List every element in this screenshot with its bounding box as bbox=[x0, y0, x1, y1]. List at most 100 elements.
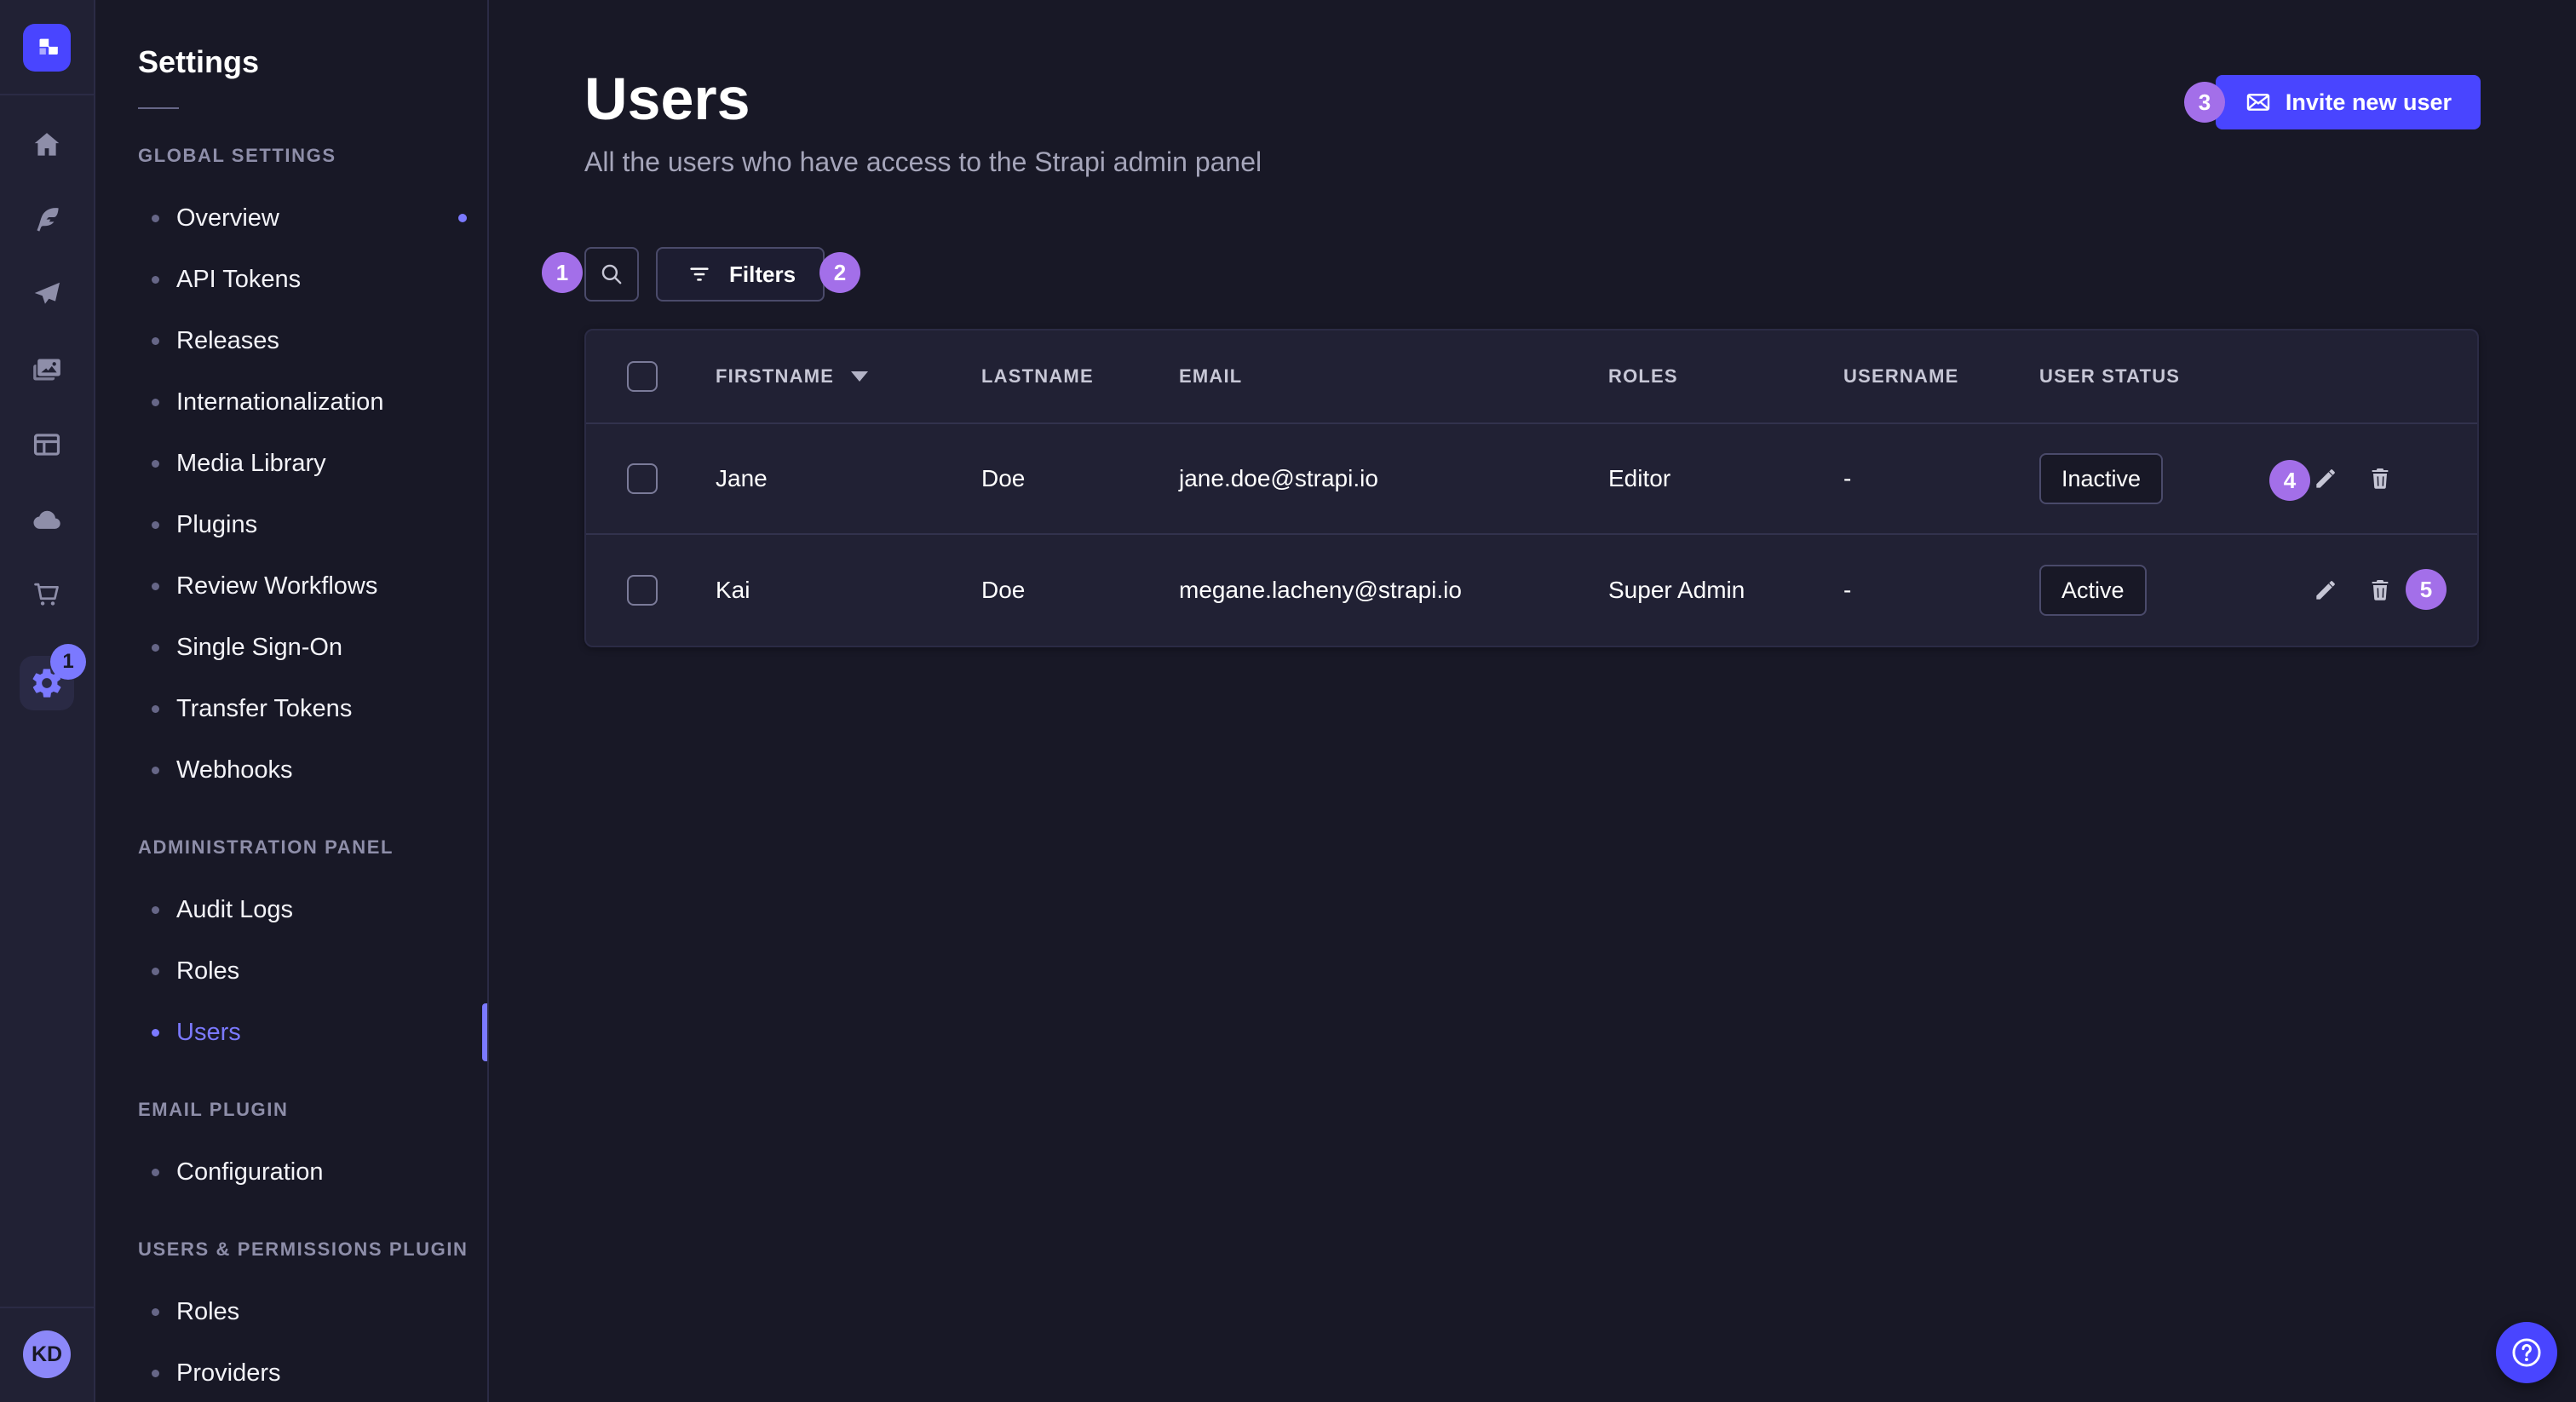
rail-nav bbox=[25, 95, 69, 632]
trash-icon bbox=[2372, 468, 2389, 489]
sidebar-item-admin-roles[interactable]: Roles bbox=[95, 940, 487, 1002]
sort-caret-icon bbox=[851, 371, 869, 382]
sidebar-item-review-workflows[interactable]: Review Workflows bbox=[95, 555, 487, 617]
row-checkbox[interactable] bbox=[627, 463, 658, 494]
sidebar-item-api-tokens[interactable]: API Tokens bbox=[95, 249, 487, 310]
cell-email: jane.doe@strapi.io bbox=[1179, 465, 1378, 491]
annotation-badge-5: 5 bbox=[2406, 569, 2447, 610]
annotation-badge-3: 3 bbox=[2184, 82, 2225, 123]
cell-email: megane.lacheny@strapi.io bbox=[1179, 577, 1462, 603]
user-avatar[interactable]: KD bbox=[23, 1330, 71, 1378]
sidebar-item-up-roles[interactable]: Roles bbox=[95, 1281, 487, 1342]
bullet-icon bbox=[152, 704, 159, 713]
sidebar-item-audit-logs[interactable]: Audit Logs bbox=[95, 879, 487, 940]
sidebar-item-users[interactable]: Users bbox=[95, 1002, 487, 1063]
status-badge: Inactive bbox=[2039, 453, 2164, 504]
column-header-email[interactable]: EMAIL bbox=[1179, 365, 1243, 387]
cell-lastname: Doe bbox=[981, 577, 1026, 603]
column-header-lastname[interactable]: LASTNAME bbox=[981, 365, 1094, 387]
filters-button[interactable]: Filters bbox=[656, 247, 825, 302]
column-header-firstname[interactable]: FIRSTNAME bbox=[716, 365, 981, 388]
column-header-user-status[interactable]: USER STATUS bbox=[2039, 365, 2181, 387]
edit-user-button[interactable] bbox=[2312, 465, 2339, 492]
strapi-logo-icon bbox=[39, 38, 58, 55]
search-icon bbox=[601, 264, 622, 284]
global-settings-list: Overview API Tokens Releases Internation… bbox=[95, 187, 487, 801]
home-icon[interactable] bbox=[25, 123, 69, 167]
layout-icon[interactable] bbox=[25, 422, 69, 467]
bullet-icon bbox=[152, 520, 159, 529]
sidebar-item-single-sign-on[interactable]: Single Sign-On bbox=[95, 617, 487, 678]
row-actions bbox=[2312, 465, 2436, 492]
cell-roles: Super Admin bbox=[1608, 577, 1745, 603]
bullet-icon bbox=[152, 582, 159, 590]
sidebar-item-configuration[interactable]: Configuration bbox=[95, 1141, 487, 1203]
sidebar-item-transfer-tokens[interactable]: Transfer Tokens bbox=[95, 678, 487, 739]
status-badge: Active bbox=[2039, 565, 2147, 616]
envelope-icon bbox=[2246, 94, 2270, 111]
rail-divider-bottom bbox=[0, 1307, 95, 1308]
sidebar-item-internationalization[interactable]: Internationalization bbox=[95, 371, 487, 433]
row-actions bbox=[2312, 577, 2436, 604]
table-toolbar: Filters bbox=[584, 247, 2481, 302]
media-library-icon[interactable] bbox=[25, 348, 69, 392]
cloud-icon[interactable] bbox=[25, 497, 69, 542]
cell-username: - bbox=[1843, 577, 1852, 603]
annotation-badge-1: 1 bbox=[542, 252, 583, 293]
bullet-icon bbox=[152, 643, 159, 652]
users-table-card: FIRSTNAME LASTNAME EMAIL ROLES USERNAME … bbox=[584, 329, 2479, 647]
sidebar-title: Settings bbox=[138, 44, 260, 79]
page-header: Users All the users who have access to t… bbox=[584, 0, 2481, 181]
settings-nav-button[interactable]: 1 bbox=[20, 644, 86, 710]
settings-notification-badge: 1 bbox=[50, 644, 86, 680]
search-button[interactable] bbox=[584, 247, 639, 302]
question-mark-icon bbox=[2512, 1338, 2541, 1367]
page-subtitle: All the users who have access to the Str… bbox=[584, 147, 1262, 177]
table-row[interactable]: Jane Doe jane.doe@strapi.io Editor - Ina… bbox=[586, 424, 2477, 535]
pencil-icon bbox=[2316, 469, 2335, 488]
section-header-global-settings: GLOBAL SETTINGS bbox=[138, 145, 336, 166]
help-button[interactable] bbox=[2496, 1322, 2557, 1383]
cart-icon[interactable] bbox=[25, 572, 69, 617]
select-all-checkbox[interactable] bbox=[627, 361, 658, 392]
column-header-username[interactable]: USERNAME bbox=[1843, 365, 1959, 387]
bullet-icon bbox=[152, 1369, 159, 1377]
feather-icon[interactable] bbox=[25, 198, 69, 242]
sidebar-item-releases[interactable]: Releases bbox=[95, 310, 487, 371]
cell-lastname: Doe bbox=[981, 465, 1026, 491]
sidebar-item-webhooks[interactable]: Webhooks bbox=[95, 739, 487, 801]
sidebar-item-media-library[interactable]: Media Library bbox=[95, 433, 487, 494]
table-header-row: FIRSTNAME LASTNAME EMAIL ROLES USERNAME … bbox=[586, 330, 2477, 424]
bullet-icon bbox=[152, 275, 159, 284]
strapi-logo[interactable] bbox=[23, 24, 71, 72]
invite-new-user-button[interactable]: Invite new user bbox=[2215, 75, 2481, 129]
paper-plane-icon[interactable] bbox=[25, 273, 69, 317]
email-plugin-list: Configuration bbox=[95, 1141, 487, 1203]
sidebar-item-overview[interactable]: Overview bbox=[95, 187, 487, 249]
bullet-icon bbox=[152, 1028, 159, 1037]
cell-firstname: Jane bbox=[716, 465, 768, 491]
sidebar-item-plugins[interactable]: Plugins bbox=[95, 494, 487, 555]
notification-dot-icon bbox=[458, 214, 467, 222]
table-row[interactable]: Kai Doe megane.lacheny@strapi.io Super A… bbox=[586, 535, 2477, 646]
cell-username: - bbox=[1843, 465, 1852, 491]
section-header-administration-panel: ADMINISTRATION PANEL bbox=[138, 836, 394, 858]
bullet-icon bbox=[152, 905, 159, 914]
cell-firstname: Kai bbox=[716, 577, 750, 603]
edit-user-button[interactable] bbox=[2312, 577, 2339, 604]
users-permissions-list: Roles Providers bbox=[95, 1281, 487, 1402]
annotation-badge-4: 4 bbox=[2269, 460, 2310, 501]
delete-user-button[interactable] bbox=[2366, 577, 2394, 604]
annotation-badge-2: 2 bbox=[819, 252, 860, 293]
section-header-users-permissions-plugin: USERS & PERMISSIONS PLUGIN bbox=[138, 1238, 469, 1260]
bullet-icon bbox=[152, 967, 159, 975]
row-checkbox[interactable] bbox=[627, 575, 658, 606]
filter-lines-icon bbox=[690, 267, 709, 281]
column-header-roles[interactable]: ROLES bbox=[1608, 365, 1678, 387]
bullet-icon bbox=[152, 766, 159, 774]
bullet-icon bbox=[152, 214, 159, 222]
main-content: Users All the users who have access to t… bbox=[489, 0, 2576, 1402]
delete-user-button[interactable] bbox=[2366, 465, 2394, 492]
sidebar-item-providers[interactable]: Providers bbox=[95, 1342, 487, 1402]
trash-icon bbox=[2372, 580, 2389, 600]
